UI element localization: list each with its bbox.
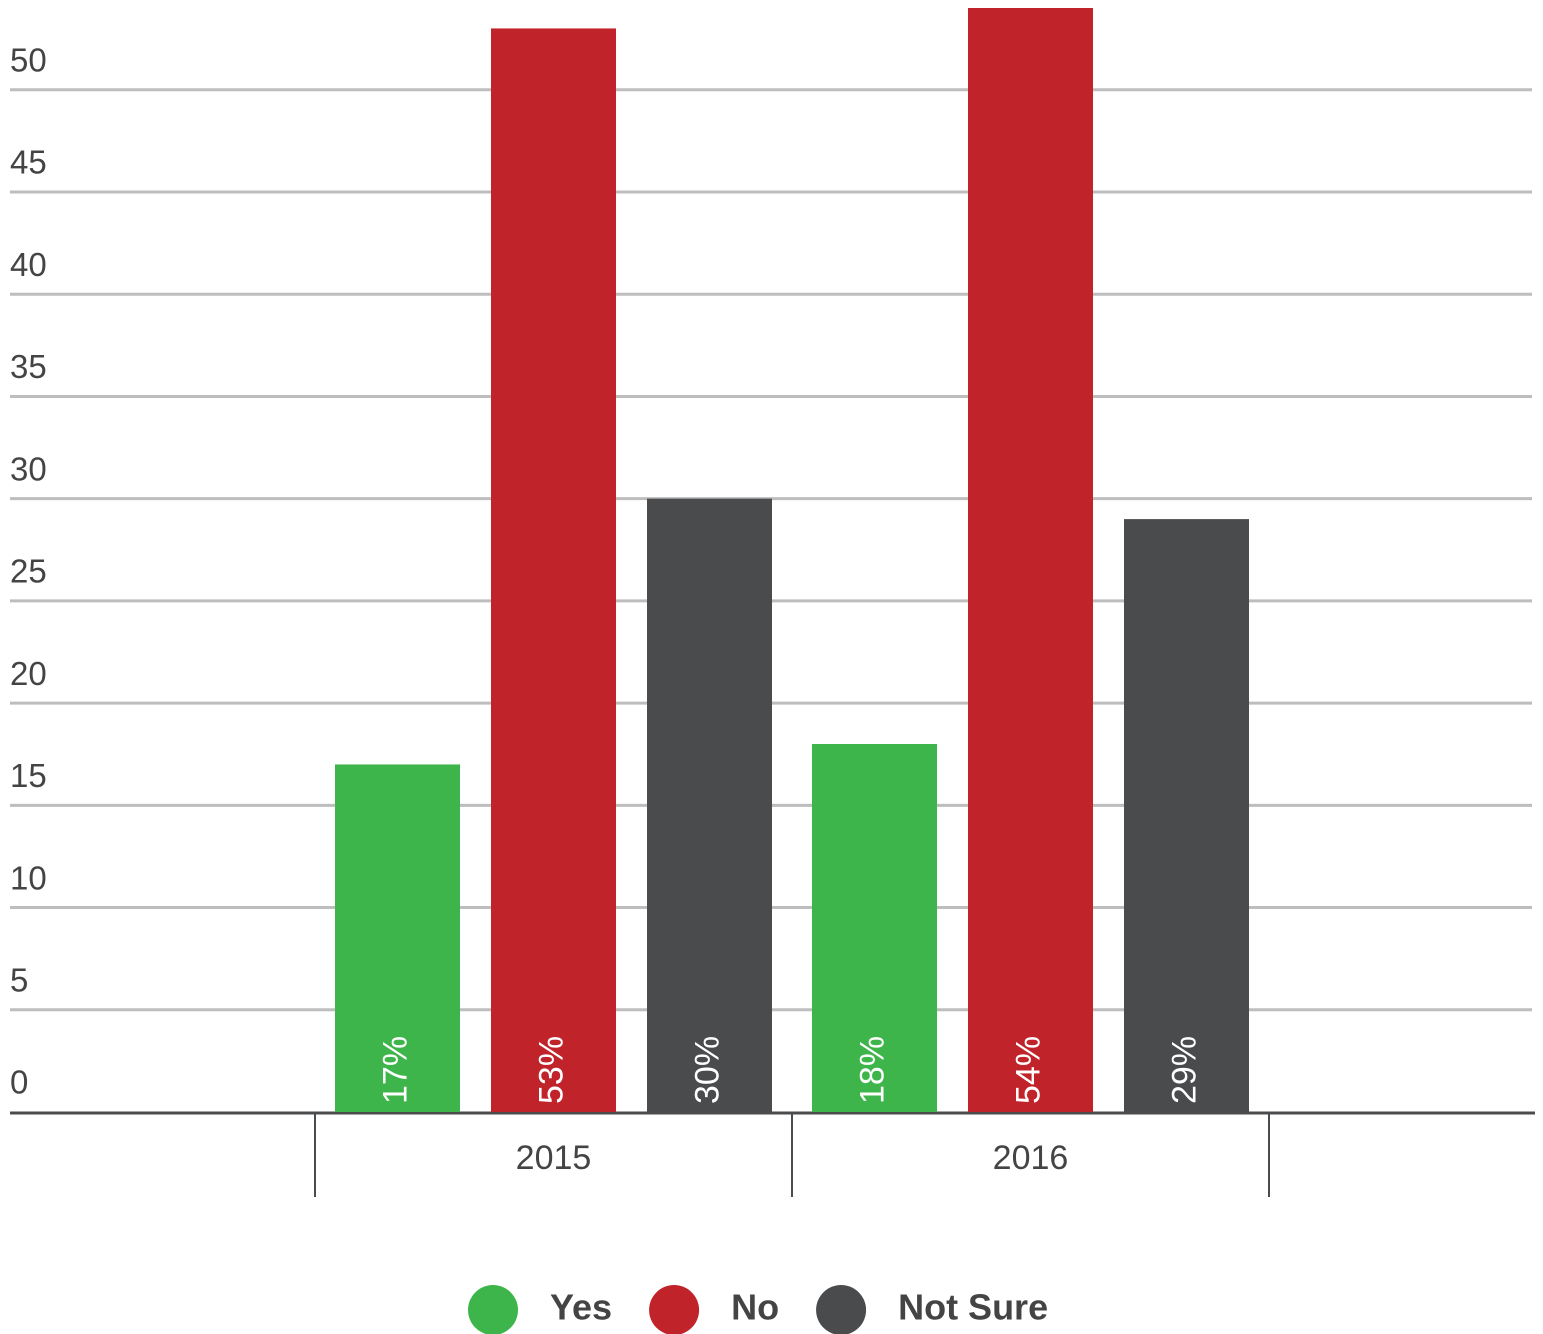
y-tick-label: 25 [10,553,47,590]
bar [968,8,1093,1112]
y-tick-label: 35 [10,348,47,385]
bar [491,28,616,1112]
value-label: 29% [1165,1036,1203,1104]
y-tick-label: 0 [10,1064,28,1101]
y-tick-label: 15 [10,757,47,794]
x-tick-label: 2015 [516,1139,592,1177]
y-tick-label: 30 [10,450,47,487]
legend-label: Yes [550,1287,612,1328]
y-tick-label: 5 [10,961,28,998]
y-tick-label: 40 [10,246,47,283]
x-tick-label: 2016 [993,1139,1069,1177]
value-label: 54% [1009,1036,1047,1104]
legend-label: Not Sure [898,1287,1048,1328]
bar [335,764,460,1112]
bar [812,744,937,1112]
value-label: 18% [853,1036,891,1104]
legend-swatch [468,1285,518,1334]
legend-swatch [649,1285,700,1334]
value-label: 30% [688,1036,726,1104]
y-tick-label: 45 [10,144,47,181]
value-label: 53% [532,1036,570,1104]
bar [647,498,772,1113]
value-label: 17% [376,1036,414,1104]
legend-swatch [816,1285,867,1334]
legend-label: No [731,1287,779,1328]
y-tick-label: 50 [10,41,47,78]
y-tick-label: 10 [10,859,47,896]
y-tick-label: 20 [10,655,47,692]
bar [1124,519,1249,1112]
